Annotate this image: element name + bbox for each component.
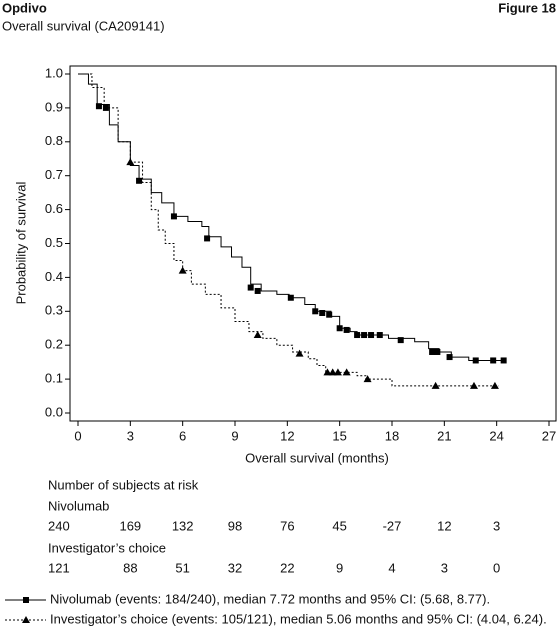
y-tick-label: 0.7 [45, 167, 63, 182]
censor-marker [333, 368, 342, 376]
at-risk-group: Nivolumab [48, 498, 109, 513]
censor-marker [446, 354, 453, 361]
survival-curve [78, 73, 499, 387]
censor-marker [328, 368, 337, 376]
at-risk-count: 22 [280, 560, 294, 575]
censor-marker [343, 326, 350, 333]
x-tick-label: 15 [332, 428, 346, 443]
at-risk-count: 4 [388, 560, 395, 575]
censor-marker [490, 357, 497, 364]
censor-marker [136, 177, 143, 184]
at-risk-count: 76 [280, 518, 294, 533]
censor-marker [376, 332, 383, 339]
at-risk-count: 9 [336, 560, 343, 575]
y-tick-label: 0.2 [45, 337, 63, 352]
at-risk-count: 88 [123, 560, 137, 575]
censor-marker [312, 308, 319, 315]
censor-marker [490, 381, 499, 389]
y-tick-label: 0.5 [45, 235, 63, 250]
at-risk-count: 132 [172, 518, 194, 533]
legend-label: Nivolumab (events: 184/240), median 7.72… [50, 591, 490, 606]
censor-marker [469, 381, 478, 389]
figure-label: Figure 18 [498, 0, 556, 15]
censor-marker [434, 348, 441, 355]
y-tick-label: 0.0 [45, 404, 63, 419]
censor-marker [326, 311, 333, 318]
at-risk-count: 98 [228, 518, 242, 533]
censor-marker [95, 103, 102, 110]
subtitle: Overall survival (CA209141) [2, 18, 165, 33]
censor-marker [254, 287, 261, 294]
y-tick-label: 0.6 [45, 201, 63, 216]
at-risk-group: Investigator’s choice [48, 540, 166, 555]
at-risk-count: 51 [175, 560, 189, 575]
at-risk-count: 45 [332, 518, 346, 533]
x-tick-label: 27 [542, 428, 556, 443]
at-risk-count: 12 [437, 518, 451, 533]
censor-marker [323, 368, 332, 376]
at-risk-count: 240 [48, 518, 70, 533]
x-tick-label: 24 [489, 428, 503, 443]
legend-marker [23, 597, 29, 603]
censor-marker [336, 325, 343, 332]
at-risk-count: 0 [493, 560, 500, 575]
censor-marker [368, 332, 375, 339]
x-tick-label: 21 [437, 428, 451, 443]
censor-marker [178, 266, 187, 274]
at-risk-count: 169 [119, 518, 141, 533]
at-risk-count: 3 [441, 560, 448, 575]
x-tick-label: 0 [74, 428, 81, 443]
censor-marker [431, 381, 440, 389]
y-tick-label: 1.0 [45, 65, 63, 80]
legend-label: Investigator’s choice (events: 105/121),… [50, 611, 547, 626]
censor-marker [472, 357, 479, 364]
at-risk-count: 3 [493, 518, 500, 533]
censor-marker [170, 213, 177, 220]
x-axis-label: Overall survival (months) [245, 450, 389, 465]
y-tick-label: 0.4 [45, 269, 63, 284]
at-risk-count: -27 [383, 518, 402, 533]
y-axis-label: Probability of survival [13, 181, 28, 304]
y-tick-label: 0.3 [45, 303, 63, 318]
censor-marker [354, 332, 361, 339]
censor-marker [429, 348, 436, 355]
at-risk-title: Number of subjects at risk [48, 477, 199, 492]
censor-marker [500, 357, 507, 364]
at-risk-count: 121 [48, 560, 70, 575]
x-tick-label: 12 [280, 428, 294, 443]
censor-marker [361, 332, 368, 339]
x-tick-label: 3 [127, 428, 134, 443]
product: Opdivo [2, 0, 47, 15]
survival-curve [78, 73, 506, 361]
x-tick-label: 18 [385, 428, 399, 443]
censor-marker [397, 337, 404, 344]
y-tick-label: 0.8 [45, 133, 63, 148]
censor-marker [287, 294, 294, 301]
censor-marker [253, 331, 262, 339]
x-tick-label: 9 [231, 428, 238, 443]
y-tick-label: 0.9 [45, 99, 63, 114]
censor-marker [247, 284, 254, 291]
censor-marker [342, 368, 351, 376]
censor-marker [295, 349, 304, 357]
at-risk-count: 32 [228, 560, 242, 575]
censor-marker [319, 309, 326, 316]
y-tick-label: 0.1 [45, 371, 63, 386]
x-tick-label: 6 [179, 428, 186, 443]
censor-marker [126, 158, 135, 166]
censor-marker [363, 375, 372, 383]
legend-marker [22, 616, 30, 623]
censor-marker [204, 235, 211, 242]
plot-frame [69, 65, 557, 422]
